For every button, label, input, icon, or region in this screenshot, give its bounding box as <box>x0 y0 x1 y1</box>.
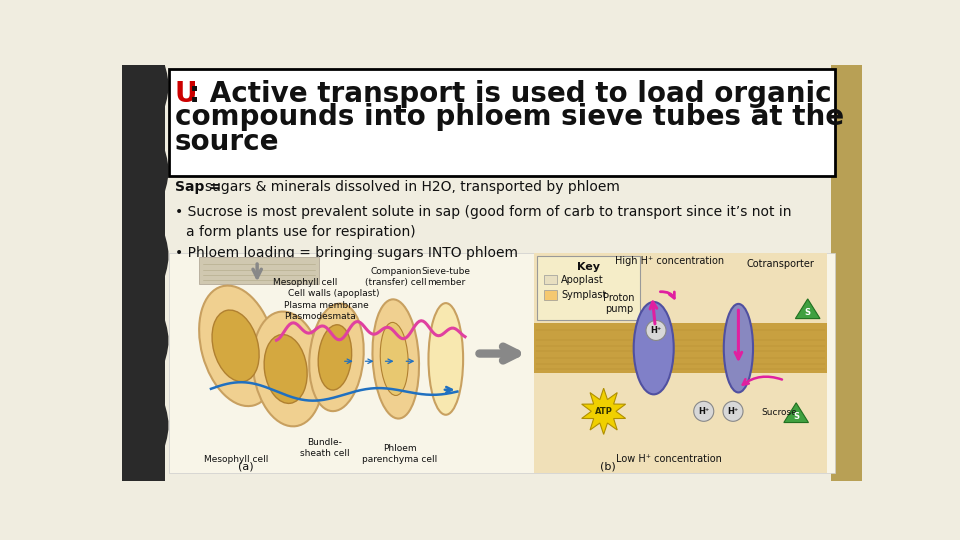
Text: High H⁺ concentration: High H⁺ concentration <box>614 256 724 266</box>
Ellipse shape <box>318 325 351 390</box>
Text: Phloem
parenchyma cell: Phloem parenchyma cell <box>362 444 437 464</box>
Text: Plasmodesmata: Plasmodesmata <box>284 312 356 321</box>
Circle shape <box>723 401 743 421</box>
Circle shape <box>694 401 713 421</box>
Text: S: S <box>793 412 799 421</box>
Ellipse shape <box>724 304 753 393</box>
Text: H⁺: H⁺ <box>698 407 709 416</box>
FancyBboxPatch shape <box>544 291 557 300</box>
FancyBboxPatch shape <box>535 323 827 373</box>
Circle shape <box>646 320 666 340</box>
Polygon shape <box>582 388 626 434</box>
Ellipse shape <box>252 312 324 427</box>
FancyBboxPatch shape <box>544 275 557 284</box>
Polygon shape <box>783 403 808 422</box>
Text: Low H⁺ concentration: Low H⁺ concentration <box>616 454 722 464</box>
Ellipse shape <box>428 303 463 415</box>
Text: Mesophyll cell: Mesophyll cell <box>204 455 269 464</box>
Polygon shape <box>830 65 861 481</box>
Text: Symplast: Symplast <box>562 290 607 300</box>
FancyBboxPatch shape <box>169 69 834 177</box>
FancyBboxPatch shape <box>535 253 827 473</box>
Text: U: U <box>175 80 197 108</box>
Text: Cell walls (apoplast): Cell walls (apoplast) <box>288 289 379 298</box>
Text: Proton
pump: Proton pump <box>603 293 635 314</box>
Polygon shape <box>123 65 165 481</box>
Text: Bundle-
sheath cell: Bundle- sheath cell <box>300 438 349 457</box>
Text: • Phloem loading = bringing sugars INTO phloem: • Phloem loading = bringing sugars INTO … <box>175 246 517 260</box>
Text: sugars & minerals dissolved in H2O, transported by phloem: sugars & minerals dissolved in H2O, tran… <box>204 180 619 194</box>
Polygon shape <box>123 65 168 481</box>
Ellipse shape <box>199 286 276 406</box>
Text: compounds into phloem sieve tubes at the: compounds into phloem sieve tubes at the <box>175 103 844 131</box>
Text: a form plants use for respiration): a form plants use for respiration) <box>185 225 415 239</box>
Text: ATP: ATP <box>594 407 612 416</box>
Text: Sucrose: Sucrose <box>761 408 797 417</box>
Text: Plasma membrane: Plasma membrane <box>284 301 369 309</box>
Text: S: S <box>804 308 810 317</box>
Ellipse shape <box>372 299 419 418</box>
Text: Sieve-tube
member: Sieve-tube member <box>421 267 470 287</box>
Text: Mesophyll cell: Mesophyll cell <box>273 278 337 287</box>
Text: source: source <box>175 128 279 156</box>
Ellipse shape <box>380 322 408 395</box>
Text: (b): (b) <box>600 461 615 471</box>
Text: H⁺: H⁺ <box>650 326 661 335</box>
Text: Sap =: Sap = <box>175 180 226 194</box>
FancyBboxPatch shape <box>200 257 319 284</box>
Ellipse shape <box>264 334 307 403</box>
Text: (a): (a) <box>238 461 253 471</box>
Text: Cotransporter: Cotransporter <box>747 259 815 269</box>
Text: Companion
(transfer) cell: Companion (transfer) cell <box>365 267 426 287</box>
Ellipse shape <box>634 302 674 394</box>
FancyBboxPatch shape <box>537 256 639 320</box>
Text: : Active transport is used to load organic: : Active transport is used to load organ… <box>189 80 832 108</box>
Text: • Sucrose is most prevalent solute in sap (good form of carb to transport since : • Sucrose is most prevalent solute in sa… <box>175 205 791 219</box>
Text: Key: Key <box>577 262 600 272</box>
Polygon shape <box>796 299 820 319</box>
Text: H⁺: H⁺ <box>728 407 738 416</box>
Ellipse shape <box>309 303 364 411</box>
Ellipse shape <box>212 310 259 382</box>
FancyBboxPatch shape <box>169 253 834 473</box>
Text: Apoplast: Apoplast <box>562 275 604 285</box>
